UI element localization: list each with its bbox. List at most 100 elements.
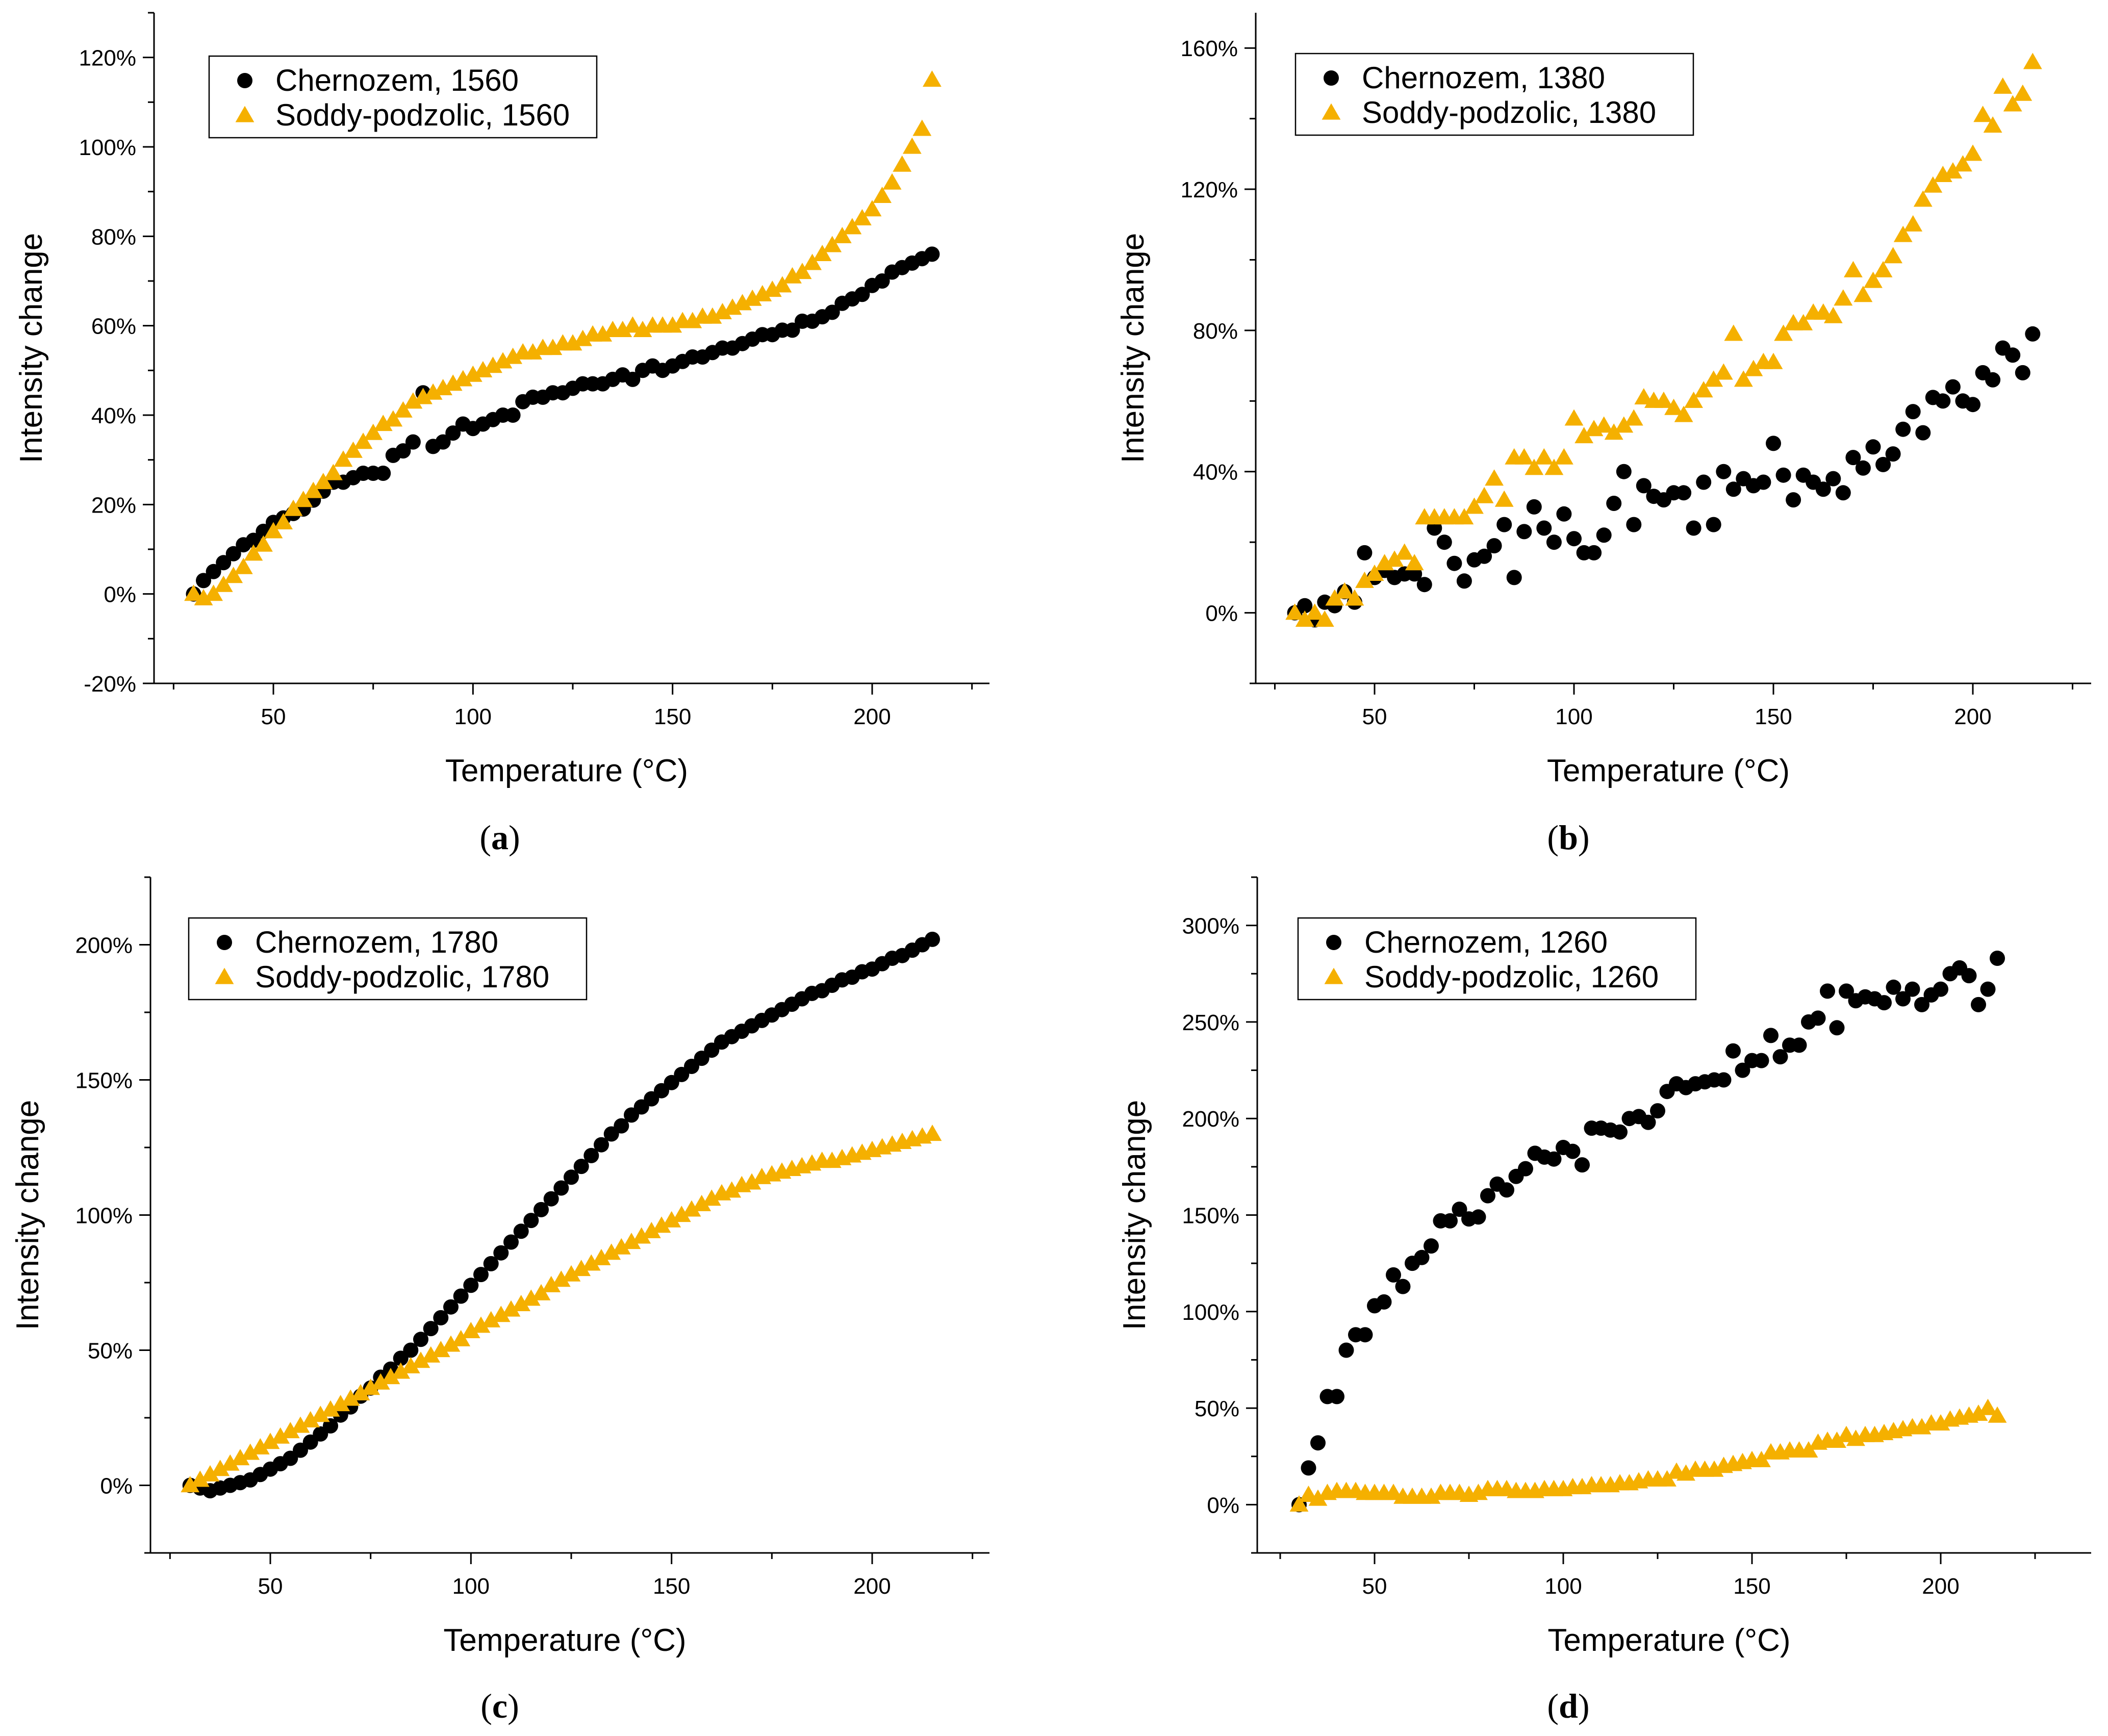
data-point bbox=[521, 1289, 541, 1306]
x-tick-label: 150 bbox=[1755, 704, 1792, 729]
data-point bbox=[742, 1173, 761, 1190]
data-point bbox=[1933, 981, 1948, 997]
data-point bbox=[303, 481, 323, 498]
data-point bbox=[1345, 589, 1364, 606]
data-point bbox=[224, 567, 243, 583]
data-point bbox=[1923, 176, 1943, 193]
data-point bbox=[1297, 598, 1313, 614]
data-point bbox=[773, 276, 792, 293]
data-point bbox=[882, 173, 902, 190]
data-point bbox=[481, 1311, 501, 1327]
data-point bbox=[184, 584, 203, 601]
data-point bbox=[1442, 1213, 1458, 1229]
data-point bbox=[812, 245, 832, 261]
data-point bbox=[523, 343, 543, 360]
data-point bbox=[1658, 1470, 1677, 1487]
data-point bbox=[361, 1378, 380, 1395]
data-point bbox=[2013, 84, 2033, 101]
y-tick-label: 50% bbox=[88, 1339, 133, 1364]
data-point bbox=[250, 1438, 270, 1454]
data-point bbox=[364, 423, 383, 440]
data-point bbox=[1914, 997, 1929, 1012]
legend-label: Chernozem, 1380 bbox=[1362, 61, 1605, 95]
data-point bbox=[1546, 1151, 1562, 1167]
y-tick-label: 50% bbox=[1195, 1396, 1239, 1421]
data-point bbox=[1606, 496, 1622, 511]
data-point bbox=[614, 1118, 629, 1134]
data-point bbox=[503, 1234, 519, 1250]
data-point bbox=[324, 464, 343, 480]
series-soddy-podzolic bbox=[181, 1125, 942, 1493]
data-point bbox=[501, 1300, 521, 1317]
data-point bbox=[753, 285, 772, 301]
data-point bbox=[453, 1288, 469, 1304]
data-point bbox=[463, 1278, 479, 1293]
data-point bbox=[1477, 548, 1492, 564]
x-tick-label: 50 bbox=[258, 1574, 283, 1599]
data-point bbox=[854, 287, 870, 302]
data-point bbox=[862, 200, 882, 217]
data-point bbox=[1525, 458, 1544, 475]
y-tick-label: 150% bbox=[75, 1068, 133, 1093]
data-point bbox=[722, 1181, 742, 1198]
panel-caption: (b) bbox=[1547, 818, 1589, 857]
data-point bbox=[1604, 423, 1623, 440]
data-point bbox=[433, 1310, 449, 1325]
data-point bbox=[1694, 381, 1713, 398]
data-point bbox=[1714, 363, 1733, 380]
y-tick-label: 0% bbox=[104, 582, 136, 607]
data-point bbox=[1973, 106, 1992, 122]
data-point bbox=[612, 1238, 631, 1255]
data-point bbox=[384, 410, 403, 427]
data-point bbox=[912, 119, 932, 136]
data-point bbox=[1716, 464, 1732, 479]
series-chernozem bbox=[1287, 326, 2041, 628]
data-point bbox=[471, 1316, 491, 1333]
data-point bbox=[1614, 416, 1634, 433]
panel-c: 50 100 150 200 0% 50% 100% 150% 200% Temperature … bbox=[10, 876, 989, 1725]
y-tick-label: 160% bbox=[1180, 36, 1238, 61]
data-point bbox=[1289, 1495, 1309, 1512]
series-chernozem bbox=[1291, 951, 2005, 1513]
x-tick-label: 200 bbox=[1922, 1574, 1959, 1599]
data-point bbox=[1725, 1043, 1741, 1059]
data-point bbox=[431, 1341, 450, 1358]
data-point bbox=[512, 1295, 531, 1311]
data-point bbox=[1506, 570, 1522, 585]
data-point bbox=[1674, 405, 1693, 422]
data-point bbox=[1993, 77, 2013, 94]
data-point bbox=[403, 392, 423, 409]
data-point bbox=[491, 1306, 511, 1322]
data-point bbox=[1764, 352, 1783, 369]
data-point bbox=[220, 1454, 240, 1471]
panel-d: 50 100 150 200 0% 50% 100% 150% 200% 250% 300% Temp… bbox=[1117, 876, 2091, 1725]
data-point bbox=[1452, 1202, 1467, 1217]
data-point bbox=[1943, 162, 1963, 178]
legend-label: Chernozem, 1780 bbox=[255, 925, 498, 959]
data-point bbox=[395, 443, 411, 459]
data-point bbox=[1335, 582, 1354, 599]
data-point bbox=[1310, 1435, 1326, 1451]
data-point bbox=[441, 1335, 461, 1352]
data-point bbox=[733, 294, 752, 311]
data-point bbox=[1820, 983, 1835, 999]
panel-caption: (c) bbox=[480, 1687, 519, 1725]
data-point bbox=[381, 1368, 400, 1385]
y-axis-title: Intensity change bbox=[14, 233, 49, 464]
data-point bbox=[1686, 520, 1701, 536]
data-point bbox=[543, 1191, 559, 1207]
data-point bbox=[421, 1346, 441, 1363]
data-point bbox=[451, 1330, 471, 1346]
data-point bbox=[783, 267, 802, 284]
data-point bbox=[375, 466, 391, 481]
data-point bbox=[623, 316, 642, 333]
data-point bbox=[853, 209, 872, 225]
data-point bbox=[1791, 1037, 1807, 1053]
data-point bbox=[1915, 425, 1931, 441]
data-point bbox=[1574, 427, 1593, 444]
data-point bbox=[284, 499, 303, 516]
data-point bbox=[583, 1147, 599, 1163]
data-point bbox=[1855, 460, 1871, 476]
data-point bbox=[923, 70, 942, 87]
